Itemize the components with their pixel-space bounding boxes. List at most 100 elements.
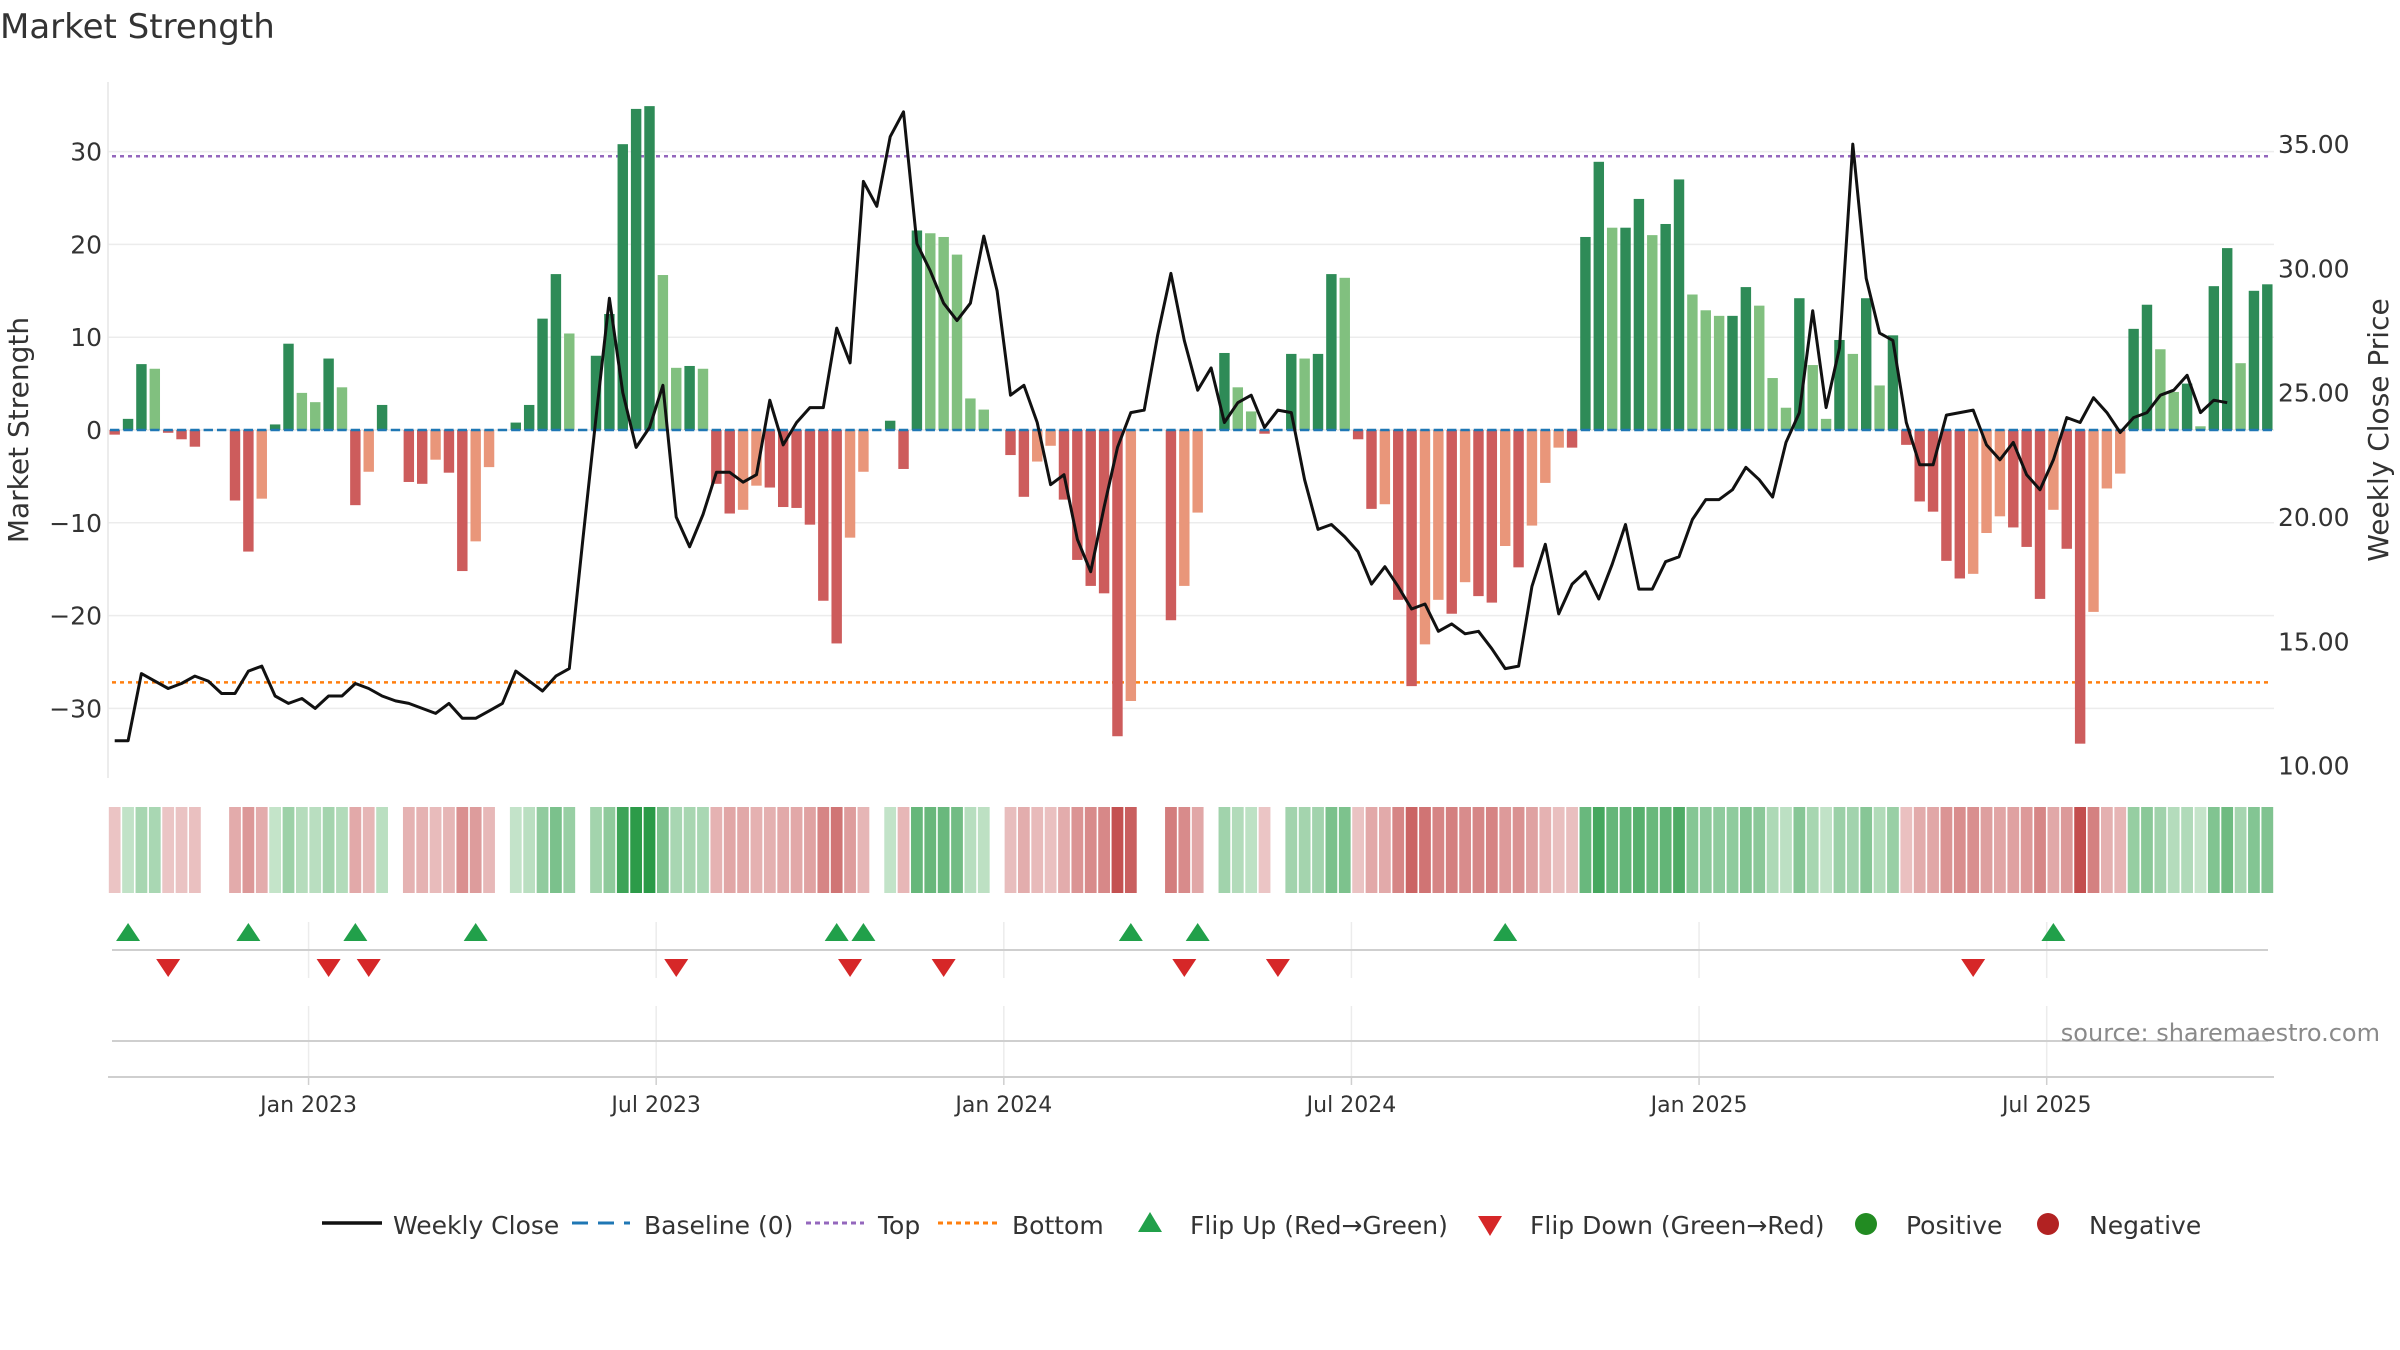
- strength-bar: [1032, 430, 1043, 462]
- legend-negative-icon: [2037, 1213, 2059, 1235]
- strength-bar: [630, 108, 642, 431]
- strength-bar: [1045, 430, 1056, 446]
- strength-bar: [1018, 430, 1030, 497]
- right-tick-label: 25.00: [2278, 379, 2350, 408]
- heat-cell: [616, 807, 629, 893]
- x-tick-label: Jan 2025: [1649, 1093, 1748, 1118]
- strength-bar: [2221, 248, 2233, 430]
- strength-bar: [1125, 430, 1137, 701]
- heat-cell: [269, 807, 282, 893]
- heat-cell: [162, 807, 175, 893]
- right-axis-label: Weekly Close Price: [2362, 298, 2395, 561]
- flip-down-marker: [1961, 959, 1986, 977]
- strength-bar: [1459, 430, 1471, 583]
- heat-cell: [2087, 807, 2100, 893]
- heat-cell: [777, 807, 790, 893]
- strength-bar: [1339, 277, 1350, 430]
- strength-bar: [1727, 315, 1738, 430]
- strength-bar: [590, 355, 602, 430]
- strength-bar: [1446, 430, 1457, 614]
- heat-cell: [2007, 807, 2020, 893]
- heat-cell: [2074, 807, 2087, 893]
- heat-cell: [1124, 807, 1137, 893]
- heat-cell: [1953, 807, 1966, 893]
- strength-bar: [2235, 363, 2246, 430]
- strength-bar: [1165, 430, 1177, 621]
- price-series: [114, 110, 2228, 743]
- heat-cell: [1098, 807, 1110, 893]
- heat-cell: [1887, 807, 1899, 893]
- strength-bar: [256, 430, 267, 499]
- flip-down-marker: [1265, 959, 1290, 977]
- heat-cell: [1699, 807, 1712, 893]
- heat-cell: [189, 807, 201, 893]
- heat-cell: [2181, 807, 2193, 893]
- strength-bar: [523, 404, 535, 430]
- strength-bar: [1927, 430, 1939, 512]
- heat-cell: [402, 807, 415, 893]
- strength-bar: [617, 144, 628, 430]
- strength-bar: [1179, 430, 1190, 586]
- heat-cell: [148, 807, 161, 893]
- heat-cell: [683, 807, 696, 893]
- heat-cell: [2221, 807, 2234, 893]
- strength-bar: [323, 358, 334, 430]
- x-tick-label: Jul 2024: [1305, 1093, 1397, 1118]
- heat-cell: [550, 807, 562, 893]
- heat-cell: [2248, 807, 2260, 893]
- heat-cell: [1044, 807, 1057, 893]
- heat-cell: [1419, 807, 1431, 893]
- heat-cell: [229, 807, 241, 893]
- heat-cell: [1111, 807, 1124, 893]
- x-tick-label: Jan 2023: [258, 1093, 357, 1118]
- flip-up-marker: [1118, 923, 1143, 941]
- strength-bar: [122, 418, 134, 430]
- heat-cell: [1780, 807, 1792, 893]
- strength-bar: [1780, 407, 1792, 430]
- strength-bar: [1553, 430, 1564, 448]
- heat-cell: [483, 807, 495, 893]
- strength-bar: [1901, 430, 1912, 445]
- strength-bar: [1740, 287, 1752, 430]
- strength-heat-strip: [108, 807, 2274, 893]
- strength-bar: [550, 274, 562, 430]
- flip-down-marker: [316, 959, 341, 977]
- strength-bar: [1352, 430, 1364, 440]
- weekly-close-line: [114, 110, 2228, 743]
- strength-bar: [1473, 430, 1484, 597]
- heat-cell: [1405, 807, 1418, 893]
- strength-bar: [457, 430, 468, 572]
- heat-cell: [1673, 807, 1685, 893]
- right-tick-label: 15.00: [2278, 627, 2350, 656]
- strength-bar: [1486, 430, 1498, 603]
- strength-bar: [684, 365, 695, 430]
- heat-cell: [830, 807, 843, 893]
- strength-bar: [1379, 430, 1391, 505]
- heat-cell: [255, 807, 268, 893]
- heat-cell: [469, 807, 482, 893]
- heat-cell: [456, 807, 469, 893]
- strength-bar: [537, 318, 548, 430]
- heat-cell: [897, 807, 910, 893]
- strength-bar: [1954, 430, 1966, 579]
- strength-bar: [2008, 430, 2019, 528]
- strength-bar: [283, 343, 294, 430]
- heat-cell: [1806, 807, 1819, 893]
- legend-positive-icon: [1855, 1213, 1877, 1235]
- heat-cell: [2194, 807, 2207, 893]
- strength-bar: [1192, 430, 1203, 513]
- heat-cell: [1378, 807, 1391, 893]
- strength-bar: [1299, 358, 1310, 430]
- heat-cell: [844, 807, 856, 893]
- heat-cell: [1539, 807, 1552, 893]
- strength-bar: [2034, 430, 2046, 599]
- heat-cell: [536, 807, 549, 893]
- heat-cell: [2114, 807, 2127, 893]
- heat-cell: [1980, 807, 1993, 893]
- heat-cell: [1753, 807, 1766, 893]
- heat-cell: [1392, 807, 1405, 893]
- strength-bar: [951, 254, 963, 430]
- chart-title: Market Strength: [0, 7, 275, 47]
- strength-bar: [1219, 352, 1230, 430]
- heat-cell: [282, 807, 295, 893]
